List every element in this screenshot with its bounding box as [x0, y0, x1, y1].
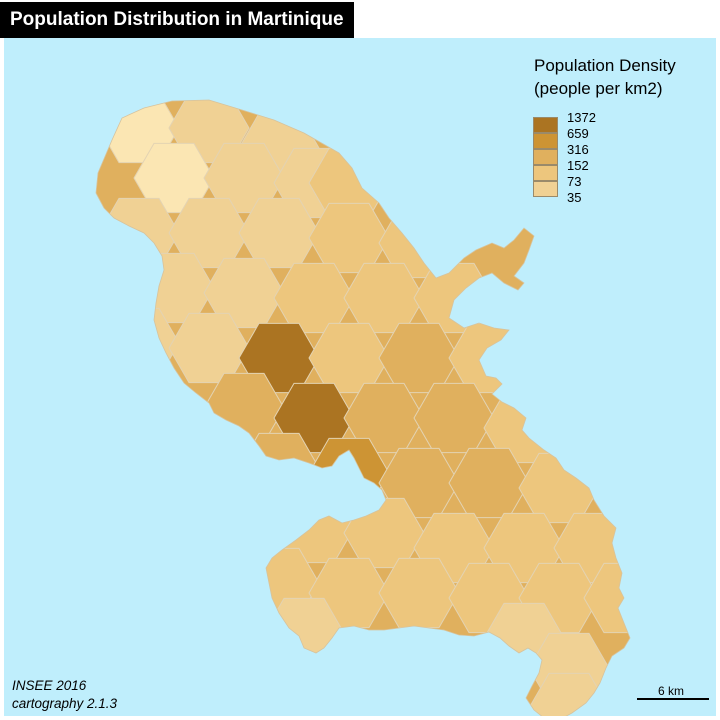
legend-swatch-152 — [533, 165, 558, 181]
hex-cell — [378, 557, 460, 629]
legend-label-316: 316 — [567, 142, 589, 157]
map-title: Population Distribution in Martinique — [0, 2, 354, 38]
legend-swatch-316 — [533, 149, 558, 165]
legend-title-line2: (people per km2) — [534, 79, 663, 98]
legend-swatch-1372 — [533, 117, 558, 133]
legend-label-35: 35 — [567, 190, 582, 205]
scale-bar — [637, 698, 709, 700]
legend-swatch-73 — [533, 181, 558, 197]
legend-swatch-659 — [533, 133, 558, 149]
legend-label-659: 659 — [567, 126, 589, 141]
legend-label-152: 152 — [567, 158, 589, 173]
legend-label-1372: 1372 — [567, 110, 596, 125]
legend-label-73: 73 — [567, 174, 582, 189]
source-credit: INSEE 2016 — [12, 678, 87, 693]
legend-title-line1: Population Density — [534, 56, 676, 75]
cartography-credit: cartography 2.1.3 — [12, 696, 118, 711]
map-background — [4, 38, 716, 716]
scale-bar-label: 6 km — [658, 684, 685, 698]
map-canvas — [95, 99, 631, 716]
